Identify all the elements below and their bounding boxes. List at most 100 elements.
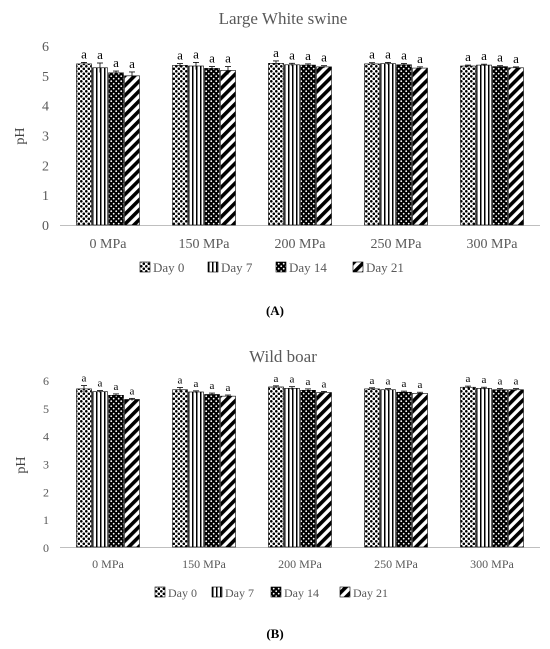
legend-swatch xyxy=(154,586,166,598)
data-label: a xyxy=(498,376,503,388)
x-tick-label: 0 MPa xyxy=(90,237,128,252)
bar xyxy=(204,68,220,226)
data-label: a xyxy=(482,374,487,386)
data-label: a xyxy=(321,50,327,65)
bar xyxy=(124,399,140,548)
legend-swatch xyxy=(352,261,364,273)
data-label: a xyxy=(497,50,503,65)
legend-swatch xyxy=(270,586,282,598)
data-label: a xyxy=(322,378,327,390)
y-tick-label: 0 xyxy=(42,219,49,234)
data-label: a xyxy=(129,56,135,71)
bar xyxy=(316,392,332,548)
data-label: a xyxy=(274,373,279,385)
bar xyxy=(492,66,508,226)
bar xyxy=(284,64,300,226)
data-label: a xyxy=(289,47,295,62)
bar xyxy=(492,389,508,548)
x-tick-label: 0 MPa xyxy=(92,557,124,571)
legend-label: Day 14 xyxy=(289,260,327,275)
y-tick-label: 4 xyxy=(43,430,49,444)
x-tick-label: 250 MPa xyxy=(374,557,418,571)
data-label: a xyxy=(369,47,375,62)
legend-label: Day 0 xyxy=(153,260,184,275)
x-tick-label: 250 MPa xyxy=(371,237,423,252)
data-label: a xyxy=(418,379,423,391)
x-tick-label: 150 MPa xyxy=(182,557,226,571)
data-label: a xyxy=(193,46,199,61)
x-tick-label: 300 MPa xyxy=(470,557,514,571)
data-label: a xyxy=(385,46,391,61)
data-label: a xyxy=(401,48,407,63)
y-tick-label: 2 xyxy=(42,159,49,174)
bar xyxy=(460,65,476,226)
y-axis-label: pH xyxy=(14,456,29,473)
y-tick-label: 1 xyxy=(42,189,49,204)
bar xyxy=(412,393,428,548)
data-label: a xyxy=(386,376,391,388)
y-axis-label: pH xyxy=(13,127,28,144)
bar xyxy=(508,67,524,226)
bar xyxy=(172,65,188,226)
legend-swatch xyxy=(339,586,351,598)
bar xyxy=(268,63,284,226)
data-label: a xyxy=(98,378,103,390)
legend-swatch xyxy=(207,261,219,273)
legend-label: Day 7 xyxy=(221,260,253,275)
bar xyxy=(396,391,412,548)
y-tick-label: 6 xyxy=(43,374,49,388)
bar xyxy=(316,66,332,226)
bar xyxy=(476,64,492,226)
bar xyxy=(364,63,380,226)
bar xyxy=(300,64,316,226)
bar xyxy=(204,394,220,548)
data-label: a xyxy=(194,378,199,390)
data-label: a xyxy=(82,373,87,385)
bar xyxy=(412,67,428,226)
bar xyxy=(108,395,124,548)
data-label: a xyxy=(114,381,119,393)
bar xyxy=(300,389,316,548)
y-tick-label: 1 xyxy=(43,513,49,527)
legend-label: Day 7 xyxy=(225,586,254,600)
bar xyxy=(476,388,492,548)
bar xyxy=(92,67,108,226)
data-label: a xyxy=(130,385,135,397)
data-label: a xyxy=(306,376,311,388)
data-label: a xyxy=(210,380,215,392)
bar xyxy=(364,388,380,548)
x-tick-label: 200 MPa xyxy=(278,557,322,571)
y-tick-label: 0 xyxy=(43,541,49,555)
data-label: a xyxy=(177,48,183,63)
y-tick-label: 5 xyxy=(43,402,49,416)
data-label: a xyxy=(514,376,519,388)
y-tick-label: 3 xyxy=(42,130,49,145)
y-tick-label: 3 xyxy=(43,458,49,472)
x-tick-label: 300 MPa xyxy=(467,237,519,252)
bar xyxy=(396,64,412,226)
chart-title: Large White swine xyxy=(219,9,348,28)
data-label: a xyxy=(370,375,375,387)
data-label: a xyxy=(513,51,519,66)
x-tick-label: 200 MPa xyxy=(275,237,327,252)
bar xyxy=(380,63,396,226)
data-label: a xyxy=(225,51,231,66)
legend-label: Day 21 xyxy=(353,586,388,600)
data-label: a xyxy=(97,47,103,62)
bar xyxy=(460,386,476,548)
data-label: a xyxy=(178,375,183,387)
y-tick-label: 2 xyxy=(43,485,49,499)
bar xyxy=(76,63,92,226)
data-label: a xyxy=(81,46,87,61)
figure-caption-b: (B) xyxy=(266,626,284,641)
legend-label: Day 21 xyxy=(366,260,404,275)
bar xyxy=(188,391,204,548)
legend-swatch xyxy=(139,261,151,273)
x-tick-label: 150 MPa xyxy=(179,237,231,252)
data-label: a xyxy=(226,382,231,394)
y-tick-label: 5 xyxy=(42,70,49,85)
chart-title: Wild boar xyxy=(249,347,317,366)
